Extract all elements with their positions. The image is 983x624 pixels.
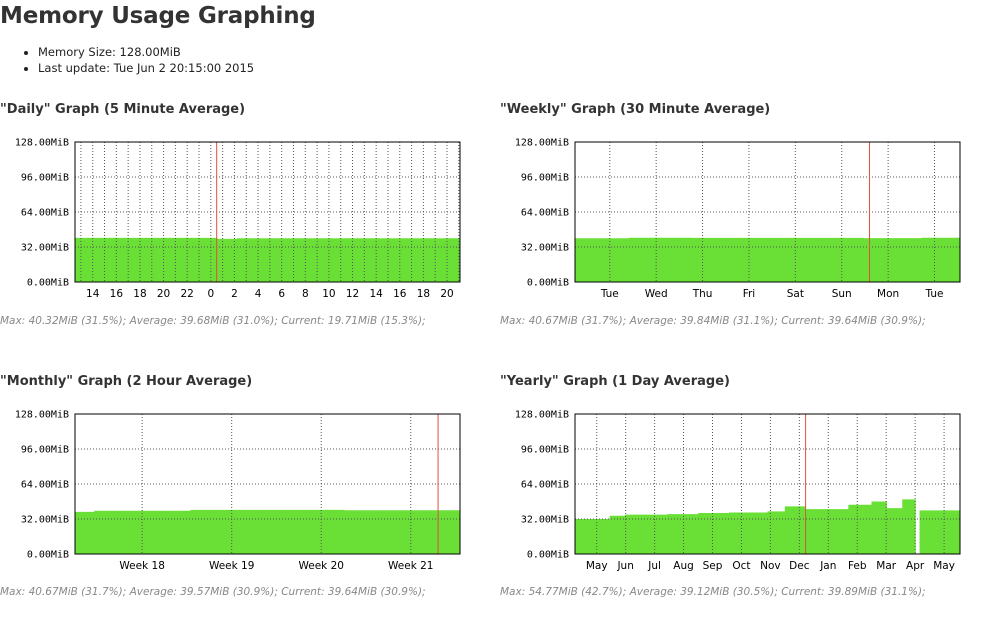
x-tick-label: 12: [346, 288, 359, 300]
y-tick-label: 0.00MiB: [27, 278, 69, 289]
memory-usage-area: [75, 237, 460, 282]
x-tick-label: 2: [231, 288, 238, 300]
x-tick-label: 14: [369, 288, 383, 300]
x-tick-label: Nov: [760, 560, 781, 572]
x-tick-label: 16: [110, 288, 124, 300]
x-tick-label: Feb: [848, 560, 867, 572]
x-tick-label: Aug: [673, 560, 694, 572]
y-tick-label: 128.00MiB: [15, 410, 69, 421]
x-tick-label: Mar: [876, 560, 896, 572]
plot-frame: [74, 413, 461, 555]
x-tick-label: Wed: [645, 288, 668, 300]
x-tick-label: Jun: [616, 560, 633, 572]
daily-graph: 0.00MiB 32.00MiB 64.00MiB 96.00MiB 128.00MiB…: [15, 138, 461, 300]
memory-usage-area: [575, 499, 960, 554]
y-tick-label: 32.00MiB: [521, 515, 569, 526]
yearly-graph: 0.00MiB 32.00MiB 64.00MiB 96.00MiB 128.00MiB…: [515, 410, 961, 572]
y-tick-label: 32.00MiB: [521, 243, 569, 254]
x-tick-label: Sep: [703, 560, 723, 572]
last-update: Last update: Tue Jun 2 20:15:00 2015: [38, 60, 254, 76]
y-tick-label: 64.00MiB: [521, 208, 569, 219]
y-tick-label: 96.00MiB: [21, 445, 69, 456]
x-tick-label: 20: [440, 288, 453, 300]
y-tick-label: 64.00MiB: [521, 480, 569, 491]
plot-frame: [574, 413, 961, 555]
plot-frame: [74, 141, 461, 283]
x-tick-label: Mon: [877, 288, 899, 300]
page-title: Memory Usage Graphing: [0, 3, 316, 29]
x-tick-label: 16: [393, 288, 407, 300]
x-tick-label: Week 19: [209, 560, 254, 572]
yearly-graph-title: "Yearly" Graph (1 Day Average): [500, 374, 730, 389]
x-tick-label: Oct: [732, 560, 750, 572]
memory-size: Memory Size: 128.00MiB: [38, 44, 254, 60]
x-tick-label: Sat: [787, 288, 804, 300]
y-tick-label: 64.00MiB: [21, 480, 69, 491]
x-tick-label: Sun: [832, 288, 852, 300]
monthly-graph-title: "Monthly" Graph (2 Hour Average): [0, 374, 253, 389]
y-tick-label: 32.00MiB: [21, 515, 69, 526]
x-tick-label: 22: [181, 288, 194, 300]
x-tick-label: 20: [157, 288, 170, 300]
y-tick-label: 0.00MiB: [27, 550, 69, 561]
x-tick-label: 8: [302, 288, 309, 300]
x-tick-label: Fri: [743, 288, 756, 300]
x-tick-label: 14: [86, 288, 100, 300]
x-tick-label: Dec: [789, 560, 810, 572]
daily-stats: Max: 40.32MiB (31.5%); Average: 39.68MiB…: [0, 315, 426, 327]
weekly-stats: Max: 40.67MiB (31.7%); Average: 39.84MiB…: [500, 315, 926, 327]
y-tick-label: 96.00MiB: [521, 173, 569, 184]
y-tick-label: 96.00MiB: [21, 173, 69, 184]
x-tick-label: Week 21: [388, 560, 433, 572]
y-tick-label: 64.00MiB: [21, 208, 69, 219]
monthly-graph: 0.00MiB 32.00MiB 64.00MiB 96.00MiB 128.00MiB…: [15, 410, 461, 572]
memory-info-list: Memory Size: 128.00MiB Last update: Tue …: [22, 44, 254, 76]
plot-frame: [574, 141, 961, 283]
daily-graph-title: "Daily" Graph (5 Minute Average): [0, 102, 246, 117]
y-tick-label: 96.00MiB: [521, 445, 569, 456]
x-tick-label: Thu: [692, 288, 713, 300]
y-tick-label: 0.00MiB: [527, 278, 569, 289]
x-tick-label: 4: [255, 288, 262, 300]
weekly-graph-title: "Weekly" Graph (30 Minute Average): [500, 102, 771, 117]
memory-usage-area: [575, 237, 960, 282]
y-tick-label: 128.00MiB: [15, 138, 69, 149]
y-tick-label: 128.00MiB: [515, 138, 569, 149]
x-tick-label: Jul: [647, 560, 661, 572]
x-tick-label: Tue: [600, 288, 619, 300]
x-tick-label: Week 20: [298, 560, 343, 572]
x-tick-label: May: [586, 560, 608, 572]
weekly-graph: 0.00MiB 32.00MiB 64.00MiB 96.00MiB 128.00MiB…: [515, 138, 961, 300]
y-tick-label: 32.00MiB: [21, 243, 69, 254]
y-tick-label: 128.00MiB: [515, 410, 569, 421]
y-tick-label: 0.00MiB: [527, 550, 569, 561]
x-tick-label: 18: [133, 288, 146, 300]
x-tick-label: 0: [207, 288, 214, 300]
x-tick-label: Apr: [906, 560, 925, 572]
memory-usage-area: [75, 509, 460, 554]
x-tick-label: May: [933, 560, 955, 572]
x-tick-label: 18: [417, 288, 430, 300]
x-tick-label: Jan: [819, 560, 836, 572]
monthly-stats: Max: 40.67MiB (31.7%); Average: 39.57MiB…: [0, 586, 426, 598]
x-tick-label: 6: [278, 288, 285, 300]
x-tick-label: Tue: [925, 288, 944, 300]
yearly-stats: Max: 54.77MiB (42.7%); Average: 39.12MiB…: [500, 586, 926, 598]
x-tick-label: 10: [322, 288, 335, 300]
x-tick-label: Week 18: [119, 560, 164, 572]
